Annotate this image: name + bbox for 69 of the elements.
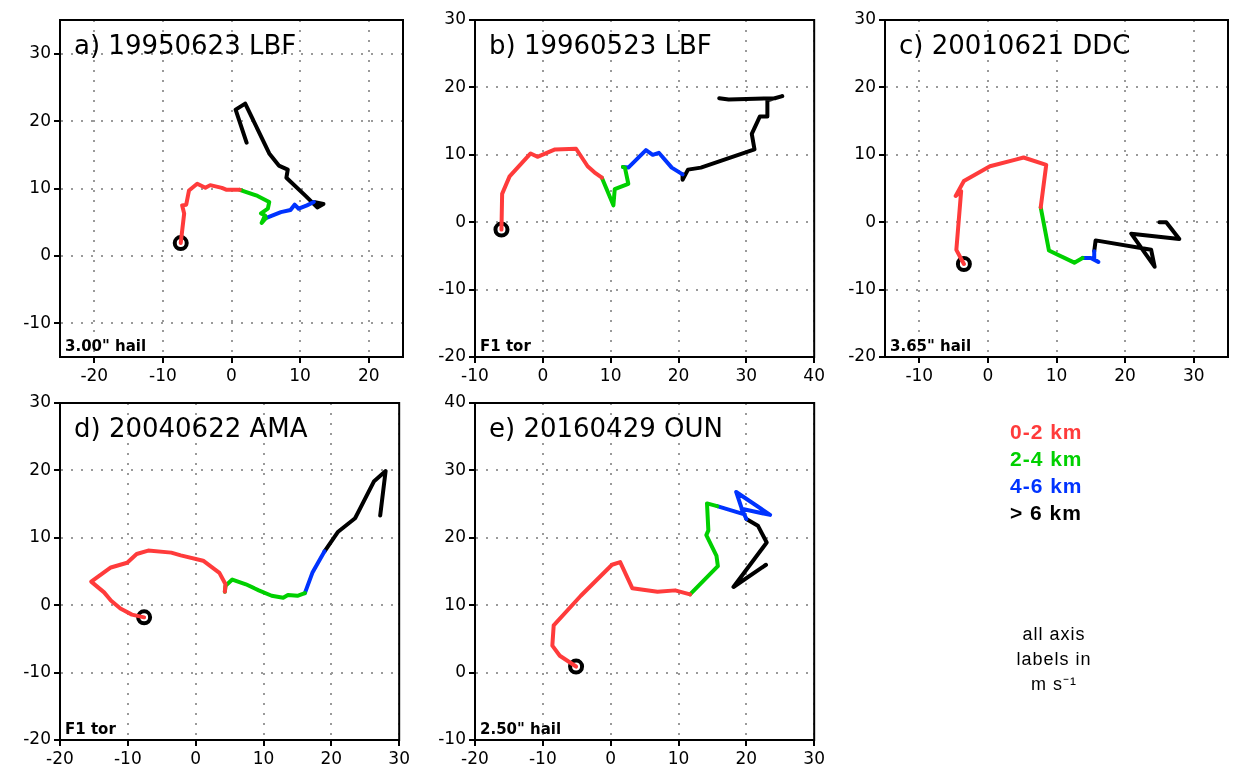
text: 4-6 km: [1010, 473, 1083, 499]
y-tick-label: 20: [444, 526, 466, 547]
y-tick-label: 40: [444, 391, 466, 412]
y-tick-label: 10: [29, 176, 51, 197]
x-tick-label: 30: [1182, 364, 1205, 385]
y-tick-label: 0: [40, 593, 51, 614]
y-tick-label: 0: [455, 661, 466, 682]
annotation: F1 tor: [480, 337, 532, 355]
x-tick-label: 30: [388, 747, 410, 768]
x-tick-label: 20: [735, 747, 758, 768]
x-tick-label: 10: [289, 364, 311, 385]
y-tick-label: 10: [444, 593, 466, 614]
y-tick-label: 30: [29, 391, 51, 412]
x-tick-label: -10: [113, 747, 142, 768]
chart-title: a) 19950623 LBF: [74, 30, 297, 60]
y-tick-label: 10: [29, 526, 51, 547]
x-tick-label: -10: [149, 364, 177, 385]
chart-title: d) 20040622 AMA: [74, 413, 308, 443]
chart-title: b) 19960523 LBF: [489, 30, 712, 60]
y-tick-label: -10: [23, 661, 51, 682]
y-tick-label: -20: [438, 345, 466, 366]
chart-title: e) 20160429 OUN: [489, 413, 723, 443]
annotation: 2.50" hail: [480, 720, 562, 738]
y-tick-label: -10: [438, 728, 466, 749]
annotation: 3.00" hail: [65, 337, 147, 355]
y-tick-label: -10: [438, 278, 466, 299]
x-tick-label: 20: [357, 364, 380, 385]
x-tick-label: 10: [252, 747, 275, 768]
x-tick-label: -10: [528, 747, 557, 768]
y-tick-label: 30: [444, 458, 466, 479]
x-tick-label: 30: [735, 364, 758, 385]
y-tick-label: 30: [854, 8, 876, 29]
x-tick-label: 0: [537, 364, 549, 385]
chart-title: c) 20010621 DDC: [899, 30, 1131, 60]
y-tick-label: 20: [854, 75, 876, 96]
x-tick-label: 0: [226, 364, 237, 385]
x-tick-label: 0: [605, 747, 617, 768]
y-tick-label: 0: [40, 244, 51, 265]
y-tick-label: -20: [23, 728, 51, 749]
text: 0-2 km: [1010, 419, 1083, 445]
x-tick-label: 40: [803, 364, 825, 385]
x-tick-label: 30: [803, 747, 825, 768]
x-tick-label: 10: [1045, 364, 1068, 385]
y-tick-label: 0: [865, 210, 876, 231]
text: 2-4 km: [1010, 446, 1083, 472]
y-tick-label: -20: [848, 345, 876, 366]
y-tick-label: 0: [455, 210, 466, 231]
x-tick-label: 10: [667, 747, 690, 768]
x-tick-label: 20: [320, 747, 343, 768]
annotation: F1 tor: [65, 720, 117, 738]
x-tick-label: 0: [190, 747, 202, 768]
text: > 6 km: [1010, 500, 1083, 526]
y-tick-label: -10: [23, 311, 51, 332]
y-tick-label: -10: [848, 278, 876, 299]
x-tick-label: 0: [982, 364, 994, 385]
x-tick-label: 20: [667, 364, 690, 385]
x-tick-label: 10: [599, 364, 622, 385]
y-tick-label: 10: [854, 143, 876, 164]
y-tick-label: 20: [29, 458, 51, 479]
x-tick-label: -10: [905, 364, 934, 385]
y-tick-label: 20: [29, 109, 51, 130]
annotation: 3.65" hail: [890, 337, 972, 355]
y-tick-label: 30: [444, 8, 466, 29]
text: all axis labels in m s⁻¹: [1015, 623, 1093, 696]
y-tick-label: 20: [444, 75, 466, 96]
y-tick-label: 10: [444, 143, 466, 164]
x-tick-label: 20: [1114, 364, 1136, 385]
x-tick-label: -20: [80, 364, 109, 385]
y-tick-label: 30: [29, 42, 51, 63]
